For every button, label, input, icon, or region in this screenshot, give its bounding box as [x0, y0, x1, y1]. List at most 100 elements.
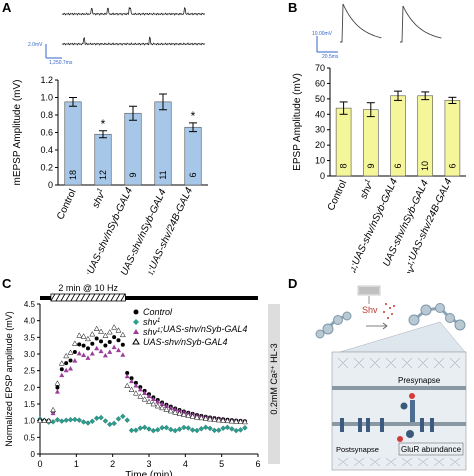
postsynaptic-membrane — [332, 422, 466, 426]
point-nsyb — [167, 407, 174, 414]
y-tick-label: 1.0 — [40, 93, 53, 103]
y-axis-label: EPSP Amplitude (mV) — [292, 73, 303, 171]
y-tick-label: 4.0 — [24, 317, 36, 326]
point-nsyb — [224, 417, 231, 424]
point-nsyb — [98, 328, 104, 334]
point-shv1 — [59, 418, 65, 424]
point-shv1 — [224, 424, 231, 431]
panel-label-c: C — [2, 276, 12, 291]
point-shv1 — [159, 424, 165, 431]
point-shv1 — [141, 424, 148, 431]
point-nsyb — [154, 403, 161, 409]
point-control — [133, 380, 138, 385]
point-control — [59, 367, 64, 372]
n-label: 8 — [339, 163, 349, 168]
point-shv1 — [54, 416, 61, 423]
panel-c-scatter-chart: 0 0.5 1.0 1.5 2.0 2.5 3.0 3.5 4.0 4.5 0 1 2 3 4 5 6 Time … — [4, 283, 280, 476]
point-rescue — [98, 348, 104, 354]
point-nsyb — [85, 335, 91, 342]
point-shv1 — [50, 419, 56, 425]
point-nsyb — [54, 380, 61, 386]
point-control — [72, 350, 77, 355]
point-rescue — [137, 386, 143, 392]
y-tick-label: 3.0 — [24, 350, 36, 359]
postsynapse-label: Postsynapse — [336, 445, 379, 454]
point-shv1 — [168, 426, 174, 433]
point-rescue — [107, 349, 113, 354]
point-nsyb — [124, 382, 131, 389]
significance-mark: * — [191, 109, 196, 123]
point-nsyb — [58, 360, 65, 366]
point-control — [99, 339, 104, 344]
data-points — [37, 324, 248, 434]
y-tick-label: 20 — [315, 140, 325, 150]
point-nsyb — [163, 406, 170, 412]
point-nsyb — [211, 416, 218, 422]
y-tick-label: 30 — [315, 125, 325, 135]
y-tick-label: 2.5 — [24, 367, 36, 376]
point-nsyb — [80, 333, 87, 339]
point-rescue — [68, 366, 74, 371]
point-shv1 — [233, 427, 239, 434]
legend-label: shv1 — [143, 317, 160, 327]
point-shv1 — [93, 415, 100, 421]
glur-box — [398, 442, 464, 456]
point-nsyb — [41, 417, 48, 423]
category-label: Control — [55, 188, 79, 222]
n-label: 9 — [128, 172, 138, 177]
x-tick-label: 4 — [183, 459, 188, 469]
category-label: Control — [326, 179, 350, 213]
condition-bar — [268, 304, 280, 464]
point-shv1 — [111, 420, 117, 427]
integrin-icon — [400, 400, 415, 438]
panel-label-a: A — [2, 0, 12, 15]
point-rescue — [72, 358, 78, 363]
point-nsyb — [115, 327, 122, 333]
point-shv1 — [207, 425, 213, 432]
point-nsyb — [37, 417, 43, 423]
point-rescue — [172, 406, 178, 412]
point-control — [55, 385, 60, 390]
x-tick-label: 5 — [219, 459, 224, 469]
stimulus-train — [357, 285, 381, 304]
point-control — [94, 336, 99, 341]
legend-marker — [133, 329, 139, 334]
x-tick-label: 0 — [37, 459, 42, 469]
point-nsyb — [228, 418, 235, 424]
y-tick-label: 60 — [315, 78, 325, 88]
point-shv1 — [89, 418, 96, 425]
y-tick-label: 0.5 — [24, 433, 36, 442]
y-axis-label: Normalized EPSP amplitude (mV) — [4, 311, 14, 446]
legend-label: Control — [143, 307, 173, 317]
point-rescue — [146, 393, 152, 399]
y-tick-label: 0 — [48, 180, 53, 190]
point-rescue — [155, 399, 161, 404]
point-nsyb — [189, 413, 196, 419]
point-shv1 — [124, 417, 130, 423]
point-rescue — [150, 396, 156, 401]
timeline-bar — [40, 296, 258, 300]
point-shv1 — [237, 427, 244, 433]
y-tick-label: 1.5 — [24, 400, 36, 409]
shv-star-icons — [397, 393, 415, 442]
shv-label: Shv — [362, 305, 378, 315]
legend-marker — [132, 338, 140, 345]
scalebar-a-h-label: 1,250.7ms — [49, 60, 73, 66]
legend-marker — [133, 319, 139, 325]
n-label: 12 — [98, 170, 108, 180]
n-label: 6 — [393, 163, 403, 168]
point-nsyb — [45, 417, 52, 423]
point-shv1 — [72, 416, 78, 423]
glur-label: GluR abundance — [401, 445, 462, 454]
scalebar-a-v-label: 2.0mV — [28, 42, 43, 48]
point-rescue — [59, 372, 65, 378]
x-tick-label: 2 — [110, 459, 115, 469]
point-shv1 — [63, 417, 69, 424]
point-control — [77, 342, 82, 347]
stimulus-label: 2 min @ 10 Hz — [58, 283, 118, 293]
panel-a-bar-chart: 0 0.2 0.4 0.6 0.8 1.0 1.2 mEPSP Amplitude (mV) 1… — [12, 75, 208, 275]
point-rescue — [120, 352, 126, 357]
panel-b-bar-chart: 0 10 20 30 40 50 60 70 EPSP Amplitude (mV) 8 Contr… — [292, 63, 466, 273]
point-shv1 — [172, 427, 178, 434]
point-shv1 — [120, 413, 126, 420]
